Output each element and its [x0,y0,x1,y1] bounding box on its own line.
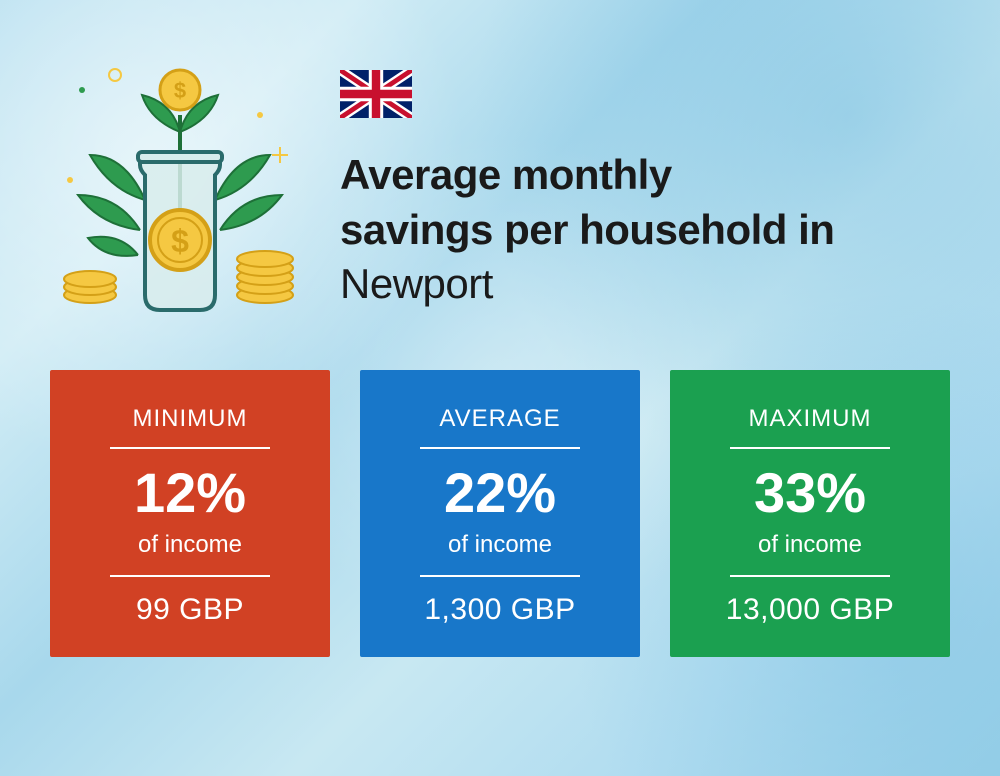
card-label: MINIMUM [80,405,300,433]
card-amount: 99 GBP [80,593,300,627]
card-amount: 13,000 GBP [700,593,920,627]
card-maximum: MAXIMUM 33% of income 13,000 GBP [670,370,950,657]
card-percent: 12% [80,465,300,521]
savings-illustration: $ $ [50,60,310,320]
svg-text:$: $ [174,78,186,103]
header-text: Average monthly savings per household in… [340,60,950,312]
card-percent: 33% [700,465,920,521]
page-title: Average monthly savings per household in… [340,148,950,312]
title-line2: savings per household in [340,206,834,253]
title-city: Newport [340,260,493,307]
divider [730,575,890,577]
divider [110,447,270,449]
divider [420,575,580,577]
card-minimum: MINIMUM 12% of income 99 GBP [50,370,330,657]
card-label: AVERAGE [390,405,610,433]
card-percent: 22% [390,465,610,521]
stat-cards: MINIMUM 12% of income 99 GBP AVERAGE 22%… [50,370,950,657]
svg-text:$: $ [171,223,189,259]
divider [730,447,890,449]
card-sub: of income [390,531,610,559]
title-line1: Average monthly [340,151,672,198]
card-average: AVERAGE 22% of income 1,300 GBP [360,370,640,657]
header: $ $ Average monthly [50,60,950,320]
card-sub: of income [700,531,920,559]
divider [110,575,270,577]
divider [420,447,580,449]
card-sub: of income [80,531,300,559]
card-label: MAXIMUM [700,405,920,433]
uk-flag-icon [340,70,412,118]
card-amount: 1,300 GBP [390,593,610,627]
